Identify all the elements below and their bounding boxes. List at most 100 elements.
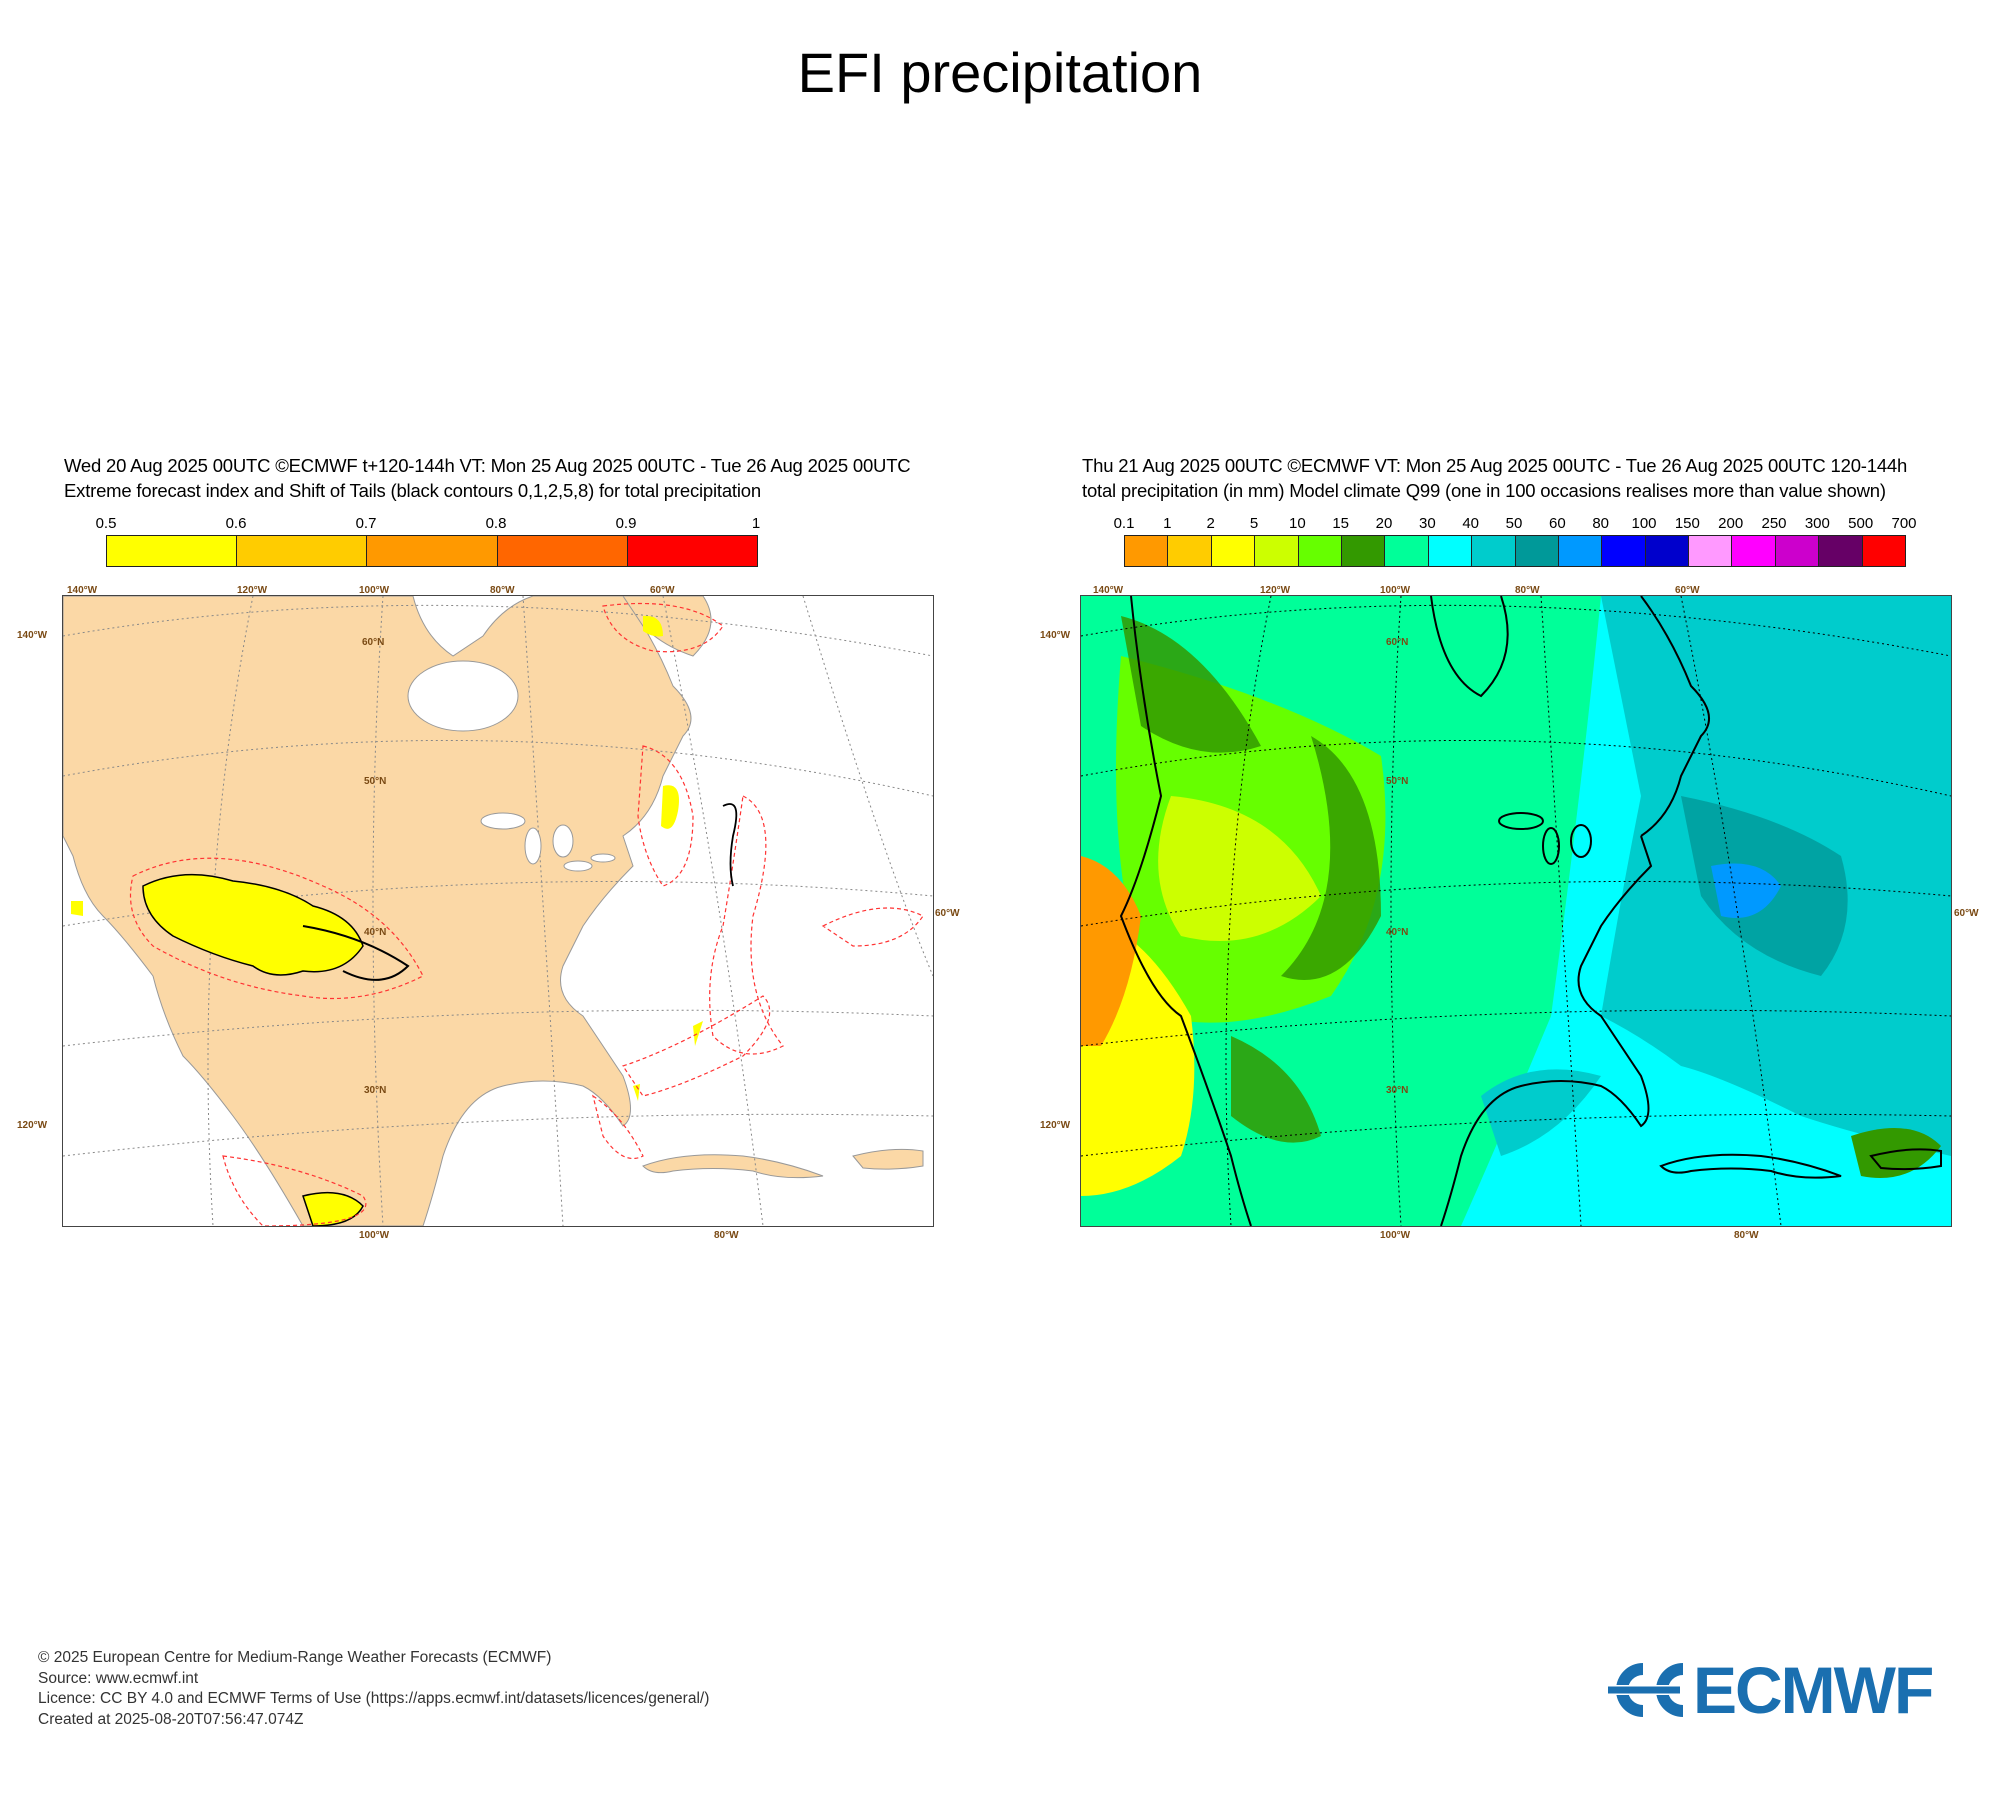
- colorbar-cell: [1298, 536, 1342, 566]
- efi-panel: Wed 20 Aug 2025 00UTC ©ECMWF t+120-144h …: [17, 455, 1002, 1255]
- colorbar-cell: [1819, 536, 1863, 566]
- sot-contour-black: [722, 803, 738, 887]
- axis-label: 140°W: [1093, 585, 1124, 596]
- q99-header-line1: Thu 21 Aug 2025 00UTC ©ECMWF VT: Mon 25 …: [1082, 455, 1908, 476]
- colorbar-cell: [1862, 536, 1906, 566]
- great-lakes: [407, 660, 616, 872]
- axis-label: 60°W: [935, 908, 960, 919]
- axis-label: 120°W: [1260, 585, 1291, 596]
- q99-tick: 700: [1891, 515, 1917, 532]
- colorbar-cell: [1125, 536, 1169, 566]
- q99-colorbar: [1124, 535, 1906, 567]
- efi-tick: 1: [751, 515, 761, 532]
- axis-label: 140°W: [1040, 630, 1071, 641]
- sot-contours: [129, 602, 924, 1226]
- q99-tick: 0.1: [1113, 515, 1135, 532]
- axis-label: 120°W: [17, 1120, 48, 1131]
- lat-label: 60°N: [1386, 637, 1409, 648]
- ecmwf-logo: ECMWF: [1588, 1655, 1966, 1725]
- q99-tick: 250: [1761, 515, 1787, 532]
- colorbar-cell: [1472, 536, 1516, 566]
- q99-map-svg: [1081, 596, 1951, 1226]
- q99-tick: 30: [1418, 515, 1436, 532]
- colorbar-cell: [1255, 536, 1299, 566]
- axis-label: 100°W: [1380, 585, 1411, 596]
- colorbar-cell: [237, 536, 368, 566]
- axis-label: 60°W: [650, 585, 675, 596]
- lat-label: 50°N: [1386, 776, 1409, 787]
- axis-label: 140°W: [67, 585, 98, 596]
- lat-label: 40°N: [364, 927, 387, 938]
- efi-map: [62, 595, 934, 1227]
- efi-colorbar: [106, 535, 758, 567]
- q99-tick: 1: [1163, 515, 1172, 532]
- efi-tick: 0.7: [355, 515, 377, 532]
- axis-label: 100°W: [359, 585, 390, 596]
- q99-map: [1080, 595, 1952, 1227]
- q99-tick: 60: [1548, 515, 1566, 532]
- lat-label: 50°N: [364, 776, 387, 787]
- footer-source: Source: www.ecmwf.int: [38, 1669, 199, 1687]
- efi-tick: 0.9: [615, 515, 637, 532]
- axis-label: 120°W: [237, 585, 268, 596]
- colorbar-cell: [367, 536, 498, 566]
- ecmwf-logo-text: ECMWF: [1693, 1653, 1934, 1727]
- footer-copyright: © 2025 European Centre for Medium-Range …: [38, 1649, 552, 1666]
- q99-caribbean-green: [1851, 1128, 1941, 1178]
- axis-label: 80°W: [490, 585, 515, 596]
- land-north-america: [63, 596, 692, 1226]
- q99-tick: 50: [1505, 515, 1523, 532]
- colorbar-cell: [1385, 536, 1429, 566]
- lat-label: 40°N: [1386, 927, 1409, 938]
- colorbar-cell: [1211, 536, 1256, 566]
- colorbar-cell: [627, 536, 758, 566]
- colorbar-cell: [1168, 536, 1212, 566]
- axis-label: 100°W: [359, 1230, 390, 1241]
- efi-anomalies: [71, 615, 703, 1226]
- axis-label: 100°W: [1380, 1230, 1411, 1241]
- q99-gulf-teal: [1481, 1069, 1601, 1156]
- colorbar-cell: [107, 536, 238, 566]
- efi-tick: 0.5: [95, 515, 117, 532]
- efi-header-line2: Extreme forecast index and Shift of Tail…: [64, 480, 761, 501]
- q99-panel: Thu 21 Aug 2025 00UTC ©ECMWF VT: Mon 25 …: [1040, 455, 2000, 1255]
- colorbar-cell: [1689, 536, 1733, 566]
- q99-tick: 15: [1332, 515, 1349, 532]
- q99-yellowgreen: [1158, 796, 1321, 941]
- axis-label: 140°W: [17, 630, 48, 641]
- colorbar-cell: [1515, 536, 1559, 566]
- q99-tick: 5: [1249, 515, 1259, 532]
- colorbar-cell: [1341, 536, 1386, 566]
- lat-label: 60°N: [362, 637, 385, 648]
- efi-colorbar-ticks: 0.5 0.6 0.7 0.8 0.9 1: [96, 515, 761, 533]
- axis-label: 80°W: [1515, 585, 1540, 596]
- efi-map-svg: [63, 596, 933, 1226]
- q99-tick: 200: [1718, 515, 1744, 532]
- footer-created: Created at 2025-08-20T07:56:47.074Z: [38, 1710, 304, 1728]
- q99-colorbar-ticks: 0.1 1 2 5 10 15 20 30 40 50 60 80 100 150 200 250 300 500…: [1114, 515, 1917, 533]
- colorbar-cell: [1558, 536, 1603, 566]
- q99-graticule: [1081, 596, 1951, 1226]
- axis-label: 60°W: [1675, 585, 1700, 596]
- q99-header-line2: total precipitation (in mm) Model climat…: [1082, 480, 1886, 501]
- q99-blue: [1711, 863, 1781, 918]
- efi-header-line1: Wed 20 Aug 2025 00UTC ©ECMWF t+120-144h …: [64, 455, 911, 476]
- axis-label: 80°W: [1734, 1230, 1759, 1241]
- footer-licence: Licence: CC BY 4.0 and ECMWF Terms of Us…: [38, 1690, 710, 1707]
- efi-tick: 0.6: [225, 515, 247, 532]
- q99-coastlines: [1119, 596, 1942, 1226]
- axis-label: 60°W: [1954, 908, 1979, 919]
- colorbar-cell: [1732, 536, 1776, 566]
- page-title: EFI precipitation: [797, 41, 1203, 104]
- colorbar-cell: [497, 536, 628, 566]
- q99-tick: 500: [1848, 515, 1874, 532]
- q99-tick: 150: [1674, 515, 1700, 532]
- ecmwf-logo-icon: [1596, 1663, 1686, 1717]
- lat-label: 30°N: [364, 1085, 387, 1096]
- land-hispaniola: [852, 1148, 924, 1170]
- q99-tick: 40: [1462, 515, 1479, 532]
- colorbar-cell: [1602, 536, 1646, 566]
- q99-darkgreen-1: [1121, 616, 1261, 753]
- q99-tick: 80: [1592, 515, 1609, 532]
